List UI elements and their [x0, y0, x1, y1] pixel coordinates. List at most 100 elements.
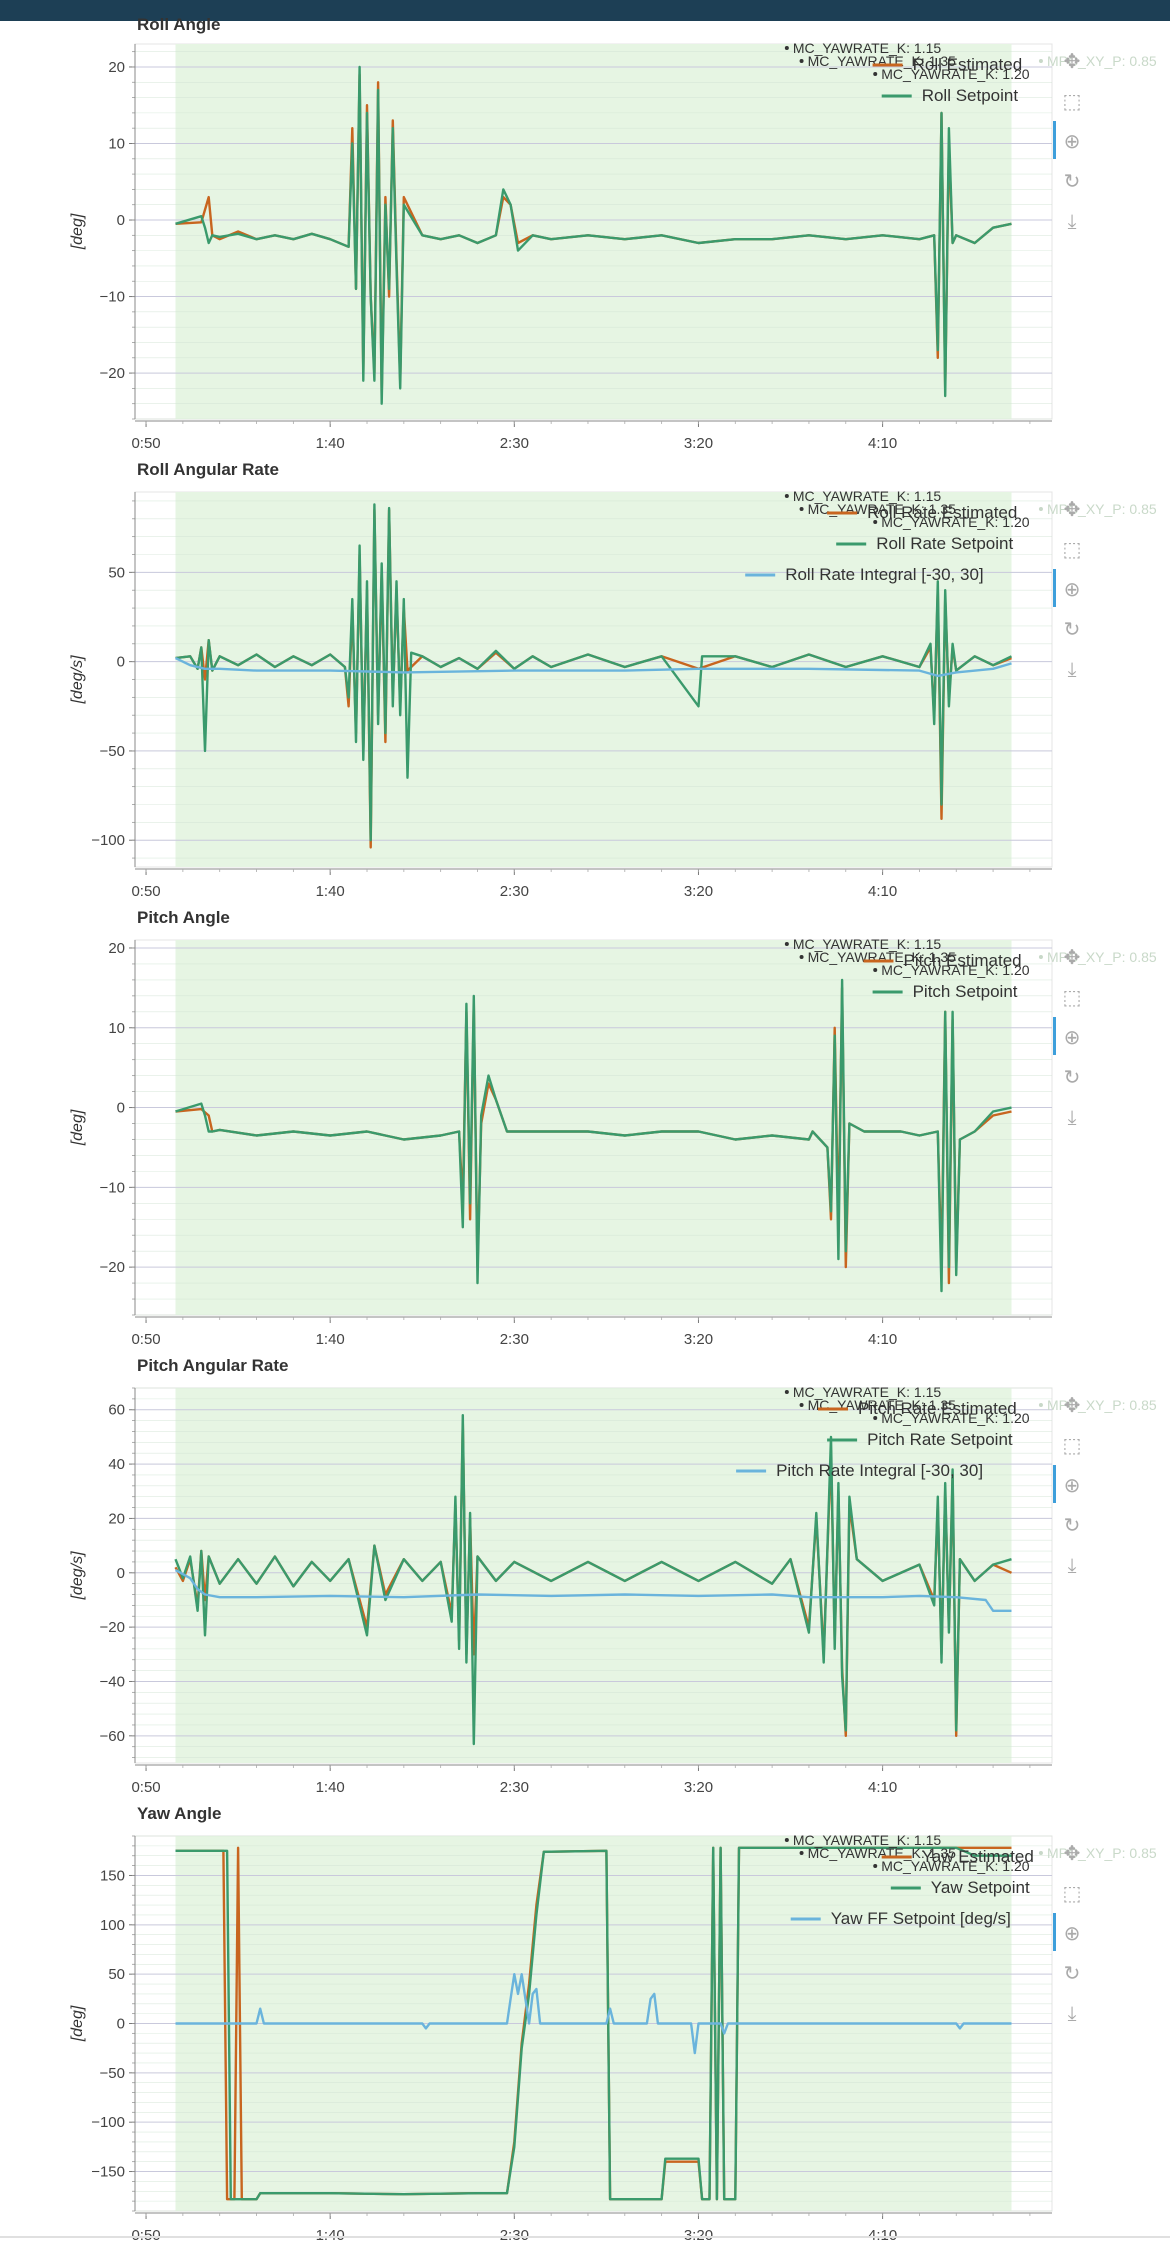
x-tick-label: 0:50: [131, 435, 160, 452]
y-tick-label: −20: [100, 365, 125, 382]
pan-icon[interactable]: ✥: [1063, 945, 1081, 969]
pan-icon[interactable]: ✥: [1063, 497, 1081, 521]
wheel-zoom-icon[interactable]: ⊕: [1063, 577, 1081, 601]
series-line: [174, 657, 1012, 678]
y-tick-label: −60: [100, 1728, 125, 1745]
marker-dot: [799, 507, 804, 511]
y-tick-label: −10: [100, 1179, 125, 1196]
y-tick-label: −100: [91, 2114, 125, 2131]
y-axis-label: [deg]: [69, 2005, 86, 2042]
box-zoom-icon[interactable]: ⬚: [1062, 537, 1082, 561]
legend-label[interactable]: Pitch Setpoint: [913, 982, 1018, 1001]
marker-dot: [1038, 955, 1043, 959]
chart-panel: Roll Angular Rate 50 0 −50 −100 [deg/s] 0:50 1:…: [0, 460, 1170, 917]
chart-title: Yaw Angle: [137, 1804, 222, 1823]
x-tick-label: 1:40: [316, 883, 345, 900]
chart-panel: Yaw Angle 150 100 50 0 −50 −100 −150 [deg] 0:50 1:…: [0, 1804, 1170, 2261]
legend-label[interactable]: Roll Estimated: [913, 55, 1023, 74]
bottom-divider: [0, 2236, 1170, 2238]
reset-icon[interactable]: ↻: [1063, 1961, 1081, 1985]
pan-icon[interactable]: ✥: [1063, 1393, 1081, 1417]
legend-label[interactable]: Pitch Rate Setpoint: [867, 1430, 1013, 1449]
chart-panel: Pitch Angle 20 10 0 −10 −20 [deg] 0:50 1:40 2:30 3…: [0, 908, 1170, 1365]
wheel-zoom-icon[interactable]: ⊕: [1063, 1473, 1081, 1497]
marker-label: MC_YAWRATE_K: 1.20: [881, 1410, 1030, 1426]
marker-dot: [1038, 1403, 1043, 1407]
save-icon[interactable]: ⤓: [1067, 1553, 1077, 1577]
x-tick-label: 0:50: [131, 1779, 160, 1796]
legend-label[interactable]: Pitch Estimated: [904, 951, 1022, 970]
y-tick-label: 40: [108, 1456, 125, 1473]
y-tick-label: 20: [108, 59, 125, 76]
chart-title: Roll Angular Rate: [137, 460, 279, 479]
wheel-zoom-icon[interactable]: ⊕: [1063, 1921, 1081, 1945]
series-line: [175, 1973, 1012, 2055]
pan-icon[interactable]: ✥: [1063, 1841, 1081, 1865]
save-icon[interactable]: ⤓: [1067, 2001, 1077, 2025]
pan-icon[interactable]: ✥: [1063, 49, 1081, 73]
x-tick-label: 1:40: [316, 1779, 345, 1796]
box-zoom-icon[interactable]: ⬚: [1062, 985, 1082, 1009]
y-axis-label: [deg/s]: [69, 655, 86, 705]
marker-dot: [1038, 59, 1043, 63]
active-tool-indicator: [1053, 1913, 1056, 1951]
chart-svg[interactable]: 50 0 −50 −100 [deg/s] 0:50 1:40 2:30 3:20 4:10 MC_…: [0, 469, 1170, 917]
y-tick-label: 0: [117, 1100, 125, 1117]
reset-icon[interactable]: ↻: [1063, 1513, 1081, 1537]
legend-label[interactable]: Yaw Setpoint: [931, 1878, 1030, 1897]
y-tick-label: −50: [100, 2065, 125, 2082]
y-tick-label: 150: [100, 1867, 125, 1884]
save-icon[interactable]: ⤓: [1067, 657, 1077, 681]
x-tick-label: 4:10: [868, 2227, 897, 2244]
y-axis-label: [deg]: [69, 213, 86, 250]
highlight-band: [175, 44, 1012, 419]
legend-label[interactable]: Pitch Rate Estimated: [858, 1399, 1017, 1418]
x-tick-label: 3:20: [684, 2227, 713, 2244]
y-tick-label: −10: [100, 289, 125, 306]
marker-label: MPC_XY_P: 0.85: [1047, 949, 1157, 965]
wheel-zoom-icon[interactable]: ⊕: [1063, 1025, 1081, 1049]
y-tick-label: −20: [100, 1259, 125, 1276]
chart-title: Roll Angle: [137, 15, 221, 34]
marker-label: MPC_XY_P: 0.85: [1047, 1397, 1157, 1413]
save-icon[interactable]: ⤓: [1067, 1105, 1077, 1129]
x-tick-label: 3:20: [684, 883, 713, 900]
marker-label: MC_YAWRATE_K: 1.15: [793, 488, 942, 504]
legend-label[interactable]: Pitch Rate Integral [-30, 30]: [776, 1461, 983, 1480]
legend-label[interactable]: Roll Setpoint: [922, 86, 1019, 105]
box-zoom-icon[interactable]: ⬚: [1062, 89, 1082, 113]
x-tick-label: 0:50: [131, 883, 160, 900]
save-icon[interactable]: ⤓: [1067, 209, 1077, 233]
legend-label[interactable]: Roll Rate Integral [-30, 30]: [785, 565, 983, 584]
marker-dot: [873, 1864, 878, 1868]
reset-icon[interactable]: ↻: [1063, 1065, 1081, 1089]
legend-label[interactable]: Yaw FF Setpoint [deg/s]: [831, 1909, 1011, 1928]
y-tick-label: −50: [100, 743, 125, 760]
x-tick-label: 3:20: [684, 1331, 713, 1348]
reset-icon[interactable]: ↻: [1063, 169, 1081, 193]
chart-svg[interactable]: 20 10 0 −10 −20 [deg] 0:50 1:40 2:30 3:20 4:10 MC_Y…: [0, 21, 1170, 469]
marker-dot: [784, 1838, 789, 1842]
reset-icon[interactable]: ↻: [1063, 617, 1081, 641]
legend-label[interactable]: Roll Rate Estimated: [867, 503, 1017, 522]
x-tick-label: 3:20: [684, 435, 713, 452]
box-zoom-icon[interactable]: ⬚: [1062, 1433, 1082, 1457]
legend-label[interactable]: Yaw Estimated: [922, 1847, 1034, 1866]
legend-label[interactable]: Roll Rate Setpoint: [876, 534, 1013, 553]
wheel-zoom-icon[interactable]: ⊕: [1063, 129, 1081, 153]
y-tick-label: 100: [100, 1917, 125, 1934]
active-tool-indicator: [1053, 1017, 1056, 1055]
marker-label: MC_YAWRATE_K: 1.35: [808, 949, 957, 965]
chart-svg[interactable]: 20 10 0 −10 −20 [deg] 0:50 1:40 2:30 3:20 4:10 MC_Y…: [0, 917, 1170, 1365]
box-zoom-icon[interactable]: ⬚: [1062, 1881, 1082, 1905]
y-tick-label: 50: [108, 564, 125, 581]
y-tick-label: 60: [108, 1402, 125, 1419]
y-tick-label: 10: [108, 1020, 125, 1037]
marker-label: MC_YAWRATE_K: 1.35: [808, 53, 957, 69]
marker-label: MC_YAWRATE_K: 1.15: [793, 1832, 942, 1848]
active-tool-indicator: [1053, 1465, 1056, 1503]
marker-dot: [784, 942, 789, 946]
chart-svg[interactable]: 150 100 50 0 −50 −100 −150 [deg] 0:50 1:40 2:30 3:2…: [0, 1813, 1170, 2261]
chart-svg[interactable]: 60 40 20 0 −20 −40 −60 [deg/s] 0:50 1:40 2:30 3:20 4…: [0, 1365, 1170, 1813]
series-line: [175, 1846, 1012, 2201]
